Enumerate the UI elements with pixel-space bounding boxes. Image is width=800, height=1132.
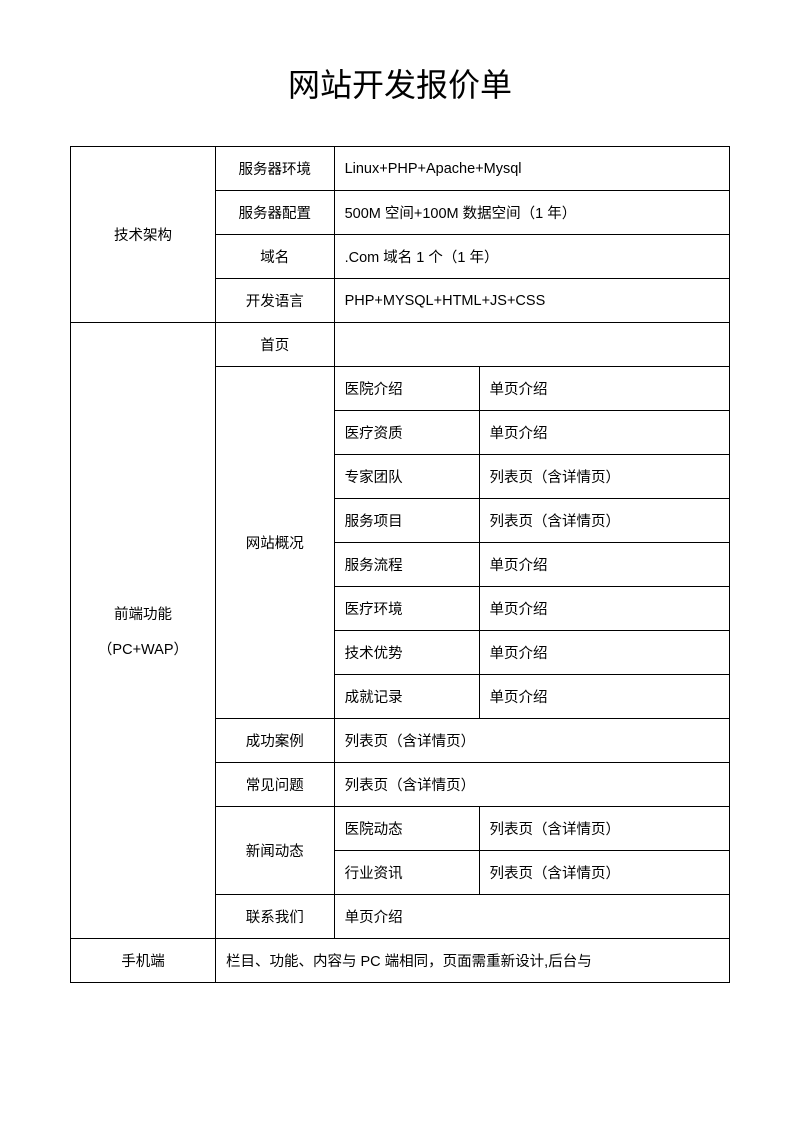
cell-value: 栏目、功能、内容与 PC 端相同，页面需重新设计,后台与 — [215, 939, 729, 983]
section-header-frontend: 前端功能 （PC+WAP） — [71, 323, 216, 939]
cell-label: 服务器环境 — [215, 147, 334, 191]
cell-sub: 单页介绍 — [479, 543, 729, 587]
cell-label: 网站概况 — [215, 367, 334, 719]
page-title: 网站开发报价单 — [70, 60, 730, 106]
frontend-line2: （PC+WAP） — [79, 638, 207, 659]
cell-value: PHP+MYSQL+HTML+JS+CSS — [334, 279, 729, 323]
cell-sub: 医疗资质 — [334, 411, 479, 455]
cell-value: 列表页（含详情页） — [334, 763, 729, 807]
cell-label: 新闻动态 — [215, 807, 334, 895]
cell-label: 服务器配置 — [215, 191, 334, 235]
cell-sub: 单页介绍 — [479, 675, 729, 719]
section-header-mobile: 手机端 — [71, 939, 216, 983]
cell-value: 单页介绍 — [334, 895, 729, 939]
quotation-table: 技术架构 服务器环境 Linux+PHP+Apache+Mysql 服务器配置 … — [70, 146, 730, 983]
cell-sub: 列表页（含详情页） — [479, 499, 729, 543]
cell-label: 常见问题 — [215, 763, 334, 807]
cell-value: 列表页（含详情页） — [334, 719, 729, 763]
cell-sub: 单页介绍 — [479, 631, 729, 675]
section-header-tech: 技术架构 — [71, 147, 216, 323]
cell-sub: 单页介绍 — [479, 367, 729, 411]
cell-sub: 列表页（含详情页） — [479, 807, 729, 851]
cell-label: 联系我们 — [215, 895, 334, 939]
cell-sub: 列表页（含详情页） — [479, 455, 729, 499]
cell-sub: 行业资讯 — [334, 851, 479, 895]
cell-sub: 服务流程 — [334, 543, 479, 587]
cell-sub: 技术优势 — [334, 631, 479, 675]
cell-sub: 单页介绍 — [479, 411, 729, 455]
cell-sub: 列表页（含详情页） — [479, 851, 729, 895]
cell-value: 500M 空间+100M 数据空间（1 年） — [334, 191, 729, 235]
cell-sub: 医疗环境 — [334, 587, 479, 631]
cell-label: 域名 — [215, 235, 334, 279]
cell-sub: 医院介绍 — [334, 367, 479, 411]
cell-sub: 服务项目 — [334, 499, 479, 543]
cell-sub: 单页介绍 — [479, 587, 729, 631]
cell-label: 开发语言 — [215, 279, 334, 323]
cell-label: 首页 — [215, 323, 334, 367]
frontend-line1: 前端功能 — [79, 603, 207, 624]
cell-sub: 医院动态 — [334, 807, 479, 851]
cell-value: .Com 域名 1 个（1 年） — [334, 235, 729, 279]
cell-value — [334, 323, 729, 367]
cell-sub: 专家团队 — [334, 455, 479, 499]
cell-label: 成功案例 — [215, 719, 334, 763]
cell-sub: 成就记录 — [334, 675, 479, 719]
cell-value: Linux+PHP+Apache+Mysql — [334, 147, 729, 191]
